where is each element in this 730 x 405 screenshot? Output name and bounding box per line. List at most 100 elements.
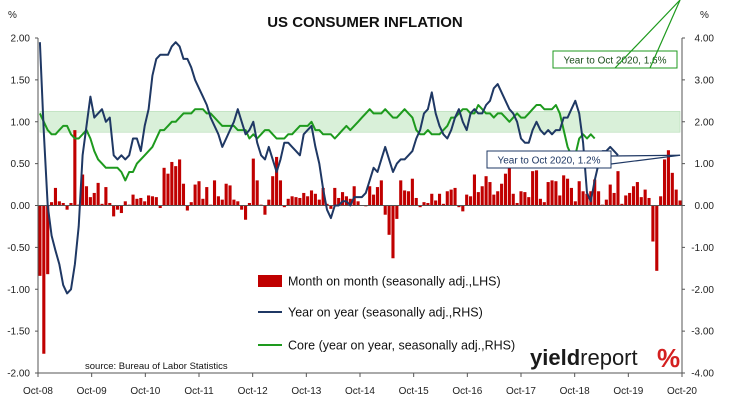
bar xyxy=(104,187,107,205)
bar xyxy=(294,197,297,205)
target-band-layer xyxy=(40,111,680,132)
brand-percent-icon: % xyxy=(657,343,680,373)
bar xyxy=(605,200,608,206)
left-tick-label: 0.50 xyxy=(11,159,31,170)
bar xyxy=(97,183,100,206)
bar xyxy=(236,201,239,205)
bar xyxy=(461,206,464,212)
bar xyxy=(411,179,414,206)
x-tick-label: Oct-15 xyxy=(399,386,429,397)
bar xyxy=(178,159,181,205)
brand-wordmark: yieldreport xyxy=(530,345,638,370)
x-tick-label: Oct-08 xyxy=(23,386,53,397)
target-band xyxy=(40,111,680,132)
bar xyxy=(54,188,57,206)
bar xyxy=(453,188,456,206)
x-tick-label: Oct-19 xyxy=(613,386,643,397)
legend-swatch-bar xyxy=(258,275,282,287)
bar xyxy=(636,182,639,205)
bar xyxy=(531,171,534,205)
bar xyxy=(481,186,484,205)
bar xyxy=(469,196,472,205)
bar xyxy=(194,185,197,206)
bar xyxy=(267,200,270,206)
bar xyxy=(574,201,577,205)
bar xyxy=(166,174,169,206)
bar xyxy=(488,182,491,205)
left-tick-label: 0.00 xyxy=(11,201,31,212)
bar xyxy=(550,180,553,205)
bar xyxy=(314,194,317,206)
bar xyxy=(306,196,309,205)
bar xyxy=(353,186,356,205)
bar xyxy=(372,195,375,206)
bar xyxy=(197,181,200,205)
bar xyxy=(357,201,360,205)
bar xyxy=(543,202,546,205)
bar xyxy=(263,206,266,215)
x-tick-label: Oct-20 xyxy=(667,386,697,397)
bar xyxy=(275,157,278,206)
bar xyxy=(535,170,538,205)
bar xyxy=(170,162,173,206)
brand-logo: yieldreport% xyxy=(530,343,680,373)
right-tick-label: -2.00 xyxy=(691,285,714,296)
bar xyxy=(655,206,658,271)
bar xyxy=(147,195,150,205)
right-tick-label: -4.00 xyxy=(691,369,714,380)
x-tick-label: Oct-11 xyxy=(184,386,214,397)
bar xyxy=(663,159,666,205)
bar xyxy=(644,190,647,206)
bar xyxy=(667,150,670,205)
bar xyxy=(450,190,453,206)
bar xyxy=(333,188,336,206)
bar xyxy=(228,185,231,205)
x-tick-label: Oct-09 xyxy=(77,386,107,397)
bar xyxy=(329,206,332,209)
bar xyxy=(225,184,228,206)
left-tick-label: -0.50 xyxy=(7,243,30,254)
bar xyxy=(399,180,402,205)
bar xyxy=(376,187,379,205)
bar xyxy=(155,197,158,205)
bar xyxy=(244,206,247,220)
bar xyxy=(287,199,290,206)
bar xyxy=(624,195,627,205)
bar xyxy=(124,201,127,205)
right-tick-label: 2.00 xyxy=(695,117,715,128)
bar xyxy=(597,191,600,205)
bar xyxy=(256,180,259,205)
bar xyxy=(38,206,41,276)
bar xyxy=(186,206,189,211)
bar xyxy=(570,188,573,206)
bar xyxy=(500,184,503,206)
chart-title: US CONSUMER INFLATION xyxy=(267,14,463,31)
bar xyxy=(415,198,418,206)
right-tick-label: -3.00 xyxy=(691,327,714,338)
brand-word-yield: yield xyxy=(530,345,580,370)
bar xyxy=(380,180,383,205)
bar xyxy=(403,190,406,205)
bar xyxy=(422,202,425,205)
bar xyxy=(616,171,619,205)
left-tick-label: -1.00 xyxy=(7,285,30,296)
bar xyxy=(116,206,119,210)
bar xyxy=(279,180,282,205)
bar xyxy=(628,193,631,206)
bar xyxy=(485,176,488,205)
bar xyxy=(578,181,581,205)
left-tick-label: 2.00 xyxy=(11,34,31,45)
legend-label: Month on month (seasonally adj.,LHS) xyxy=(288,275,501,289)
bar xyxy=(50,202,53,205)
bar xyxy=(73,130,76,205)
x-tick-label: Oct-10 xyxy=(130,386,160,397)
bar xyxy=(512,194,515,206)
source-note: source: Bureau of Labor Statistics xyxy=(85,361,228,372)
bar xyxy=(430,194,433,206)
bar xyxy=(205,187,208,205)
left-axis-unit: % xyxy=(8,10,17,21)
bar xyxy=(438,194,441,206)
bar xyxy=(252,159,255,206)
